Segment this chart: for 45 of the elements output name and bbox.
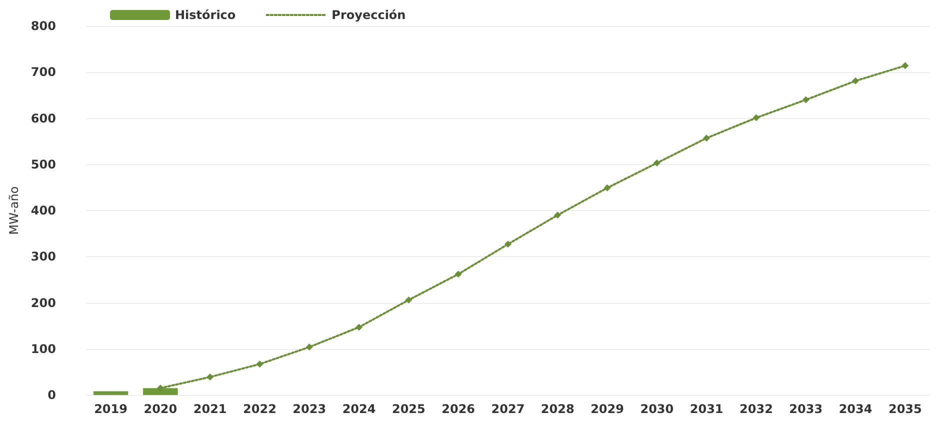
x-tick-label: 2035 (888, 402, 922, 416)
y-tick-label: 100 (30, 342, 56, 356)
point (703, 134, 710, 142)
x-tick-label: 2025 (392, 402, 426, 416)
point (405, 296, 412, 304)
y-tick-label: 700 (30, 65, 56, 80)
legend-label: Histórico (175, 8, 236, 22)
point (902, 62, 909, 70)
x-tick-label: 2026 (442, 402, 476, 416)
y-tick-label: 300 (30, 250, 56, 264)
x-tick-label: 2021 (193, 402, 227, 416)
point (454, 270, 462, 278)
legend-label: Proyección (332, 8, 406, 22)
x-tick-label: 2019 (94, 402, 128, 416)
x-tick-label: 2028 (540, 402, 574, 416)
x-tick-label: 2023 (292, 402, 326, 416)
point (256, 360, 264, 368)
x-tick-label: 2032 (740, 402, 773, 416)
y-tick-label: 0 (48, 388, 56, 402)
y-tick-label: 500 (30, 157, 56, 172)
point (306, 344, 313, 351)
y-tick-label: 800 (30, 19, 56, 33)
x-tick-label: 2033 (789, 402, 823, 416)
x-tick-label: 2020 (144, 402, 178, 416)
point (653, 159, 660, 166)
x-tick-label: 2034 (838, 402, 872, 416)
point (604, 184, 611, 192)
y-axis-title: MW-año (7, 186, 21, 235)
point (504, 240, 512, 248)
y-tick-label: 600 (30, 111, 56, 126)
point (156, 384, 164, 392)
x-tick-label: 2030 (640, 402, 674, 416)
y-tick-label: 200 (30, 296, 56, 310)
y-tick-label: 400 (30, 204, 56, 218)
x-tick-label: 2031 (690, 402, 724, 416)
point (206, 374, 214, 381)
x-tick-label: 2027 (491, 402, 525, 416)
point (802, 96, 810, 104)
x-tick-label: 2024 (342, 402, 376, 416)
point (752, 114, 760, 122)
point (554, 212, 562, 219)
point (852, 77, 860, 84)
point (356, 324, 363, 331)
x-tick-label: 2022 (243, 402, 276, 416)
x-tick-label: 2029 (590, 402, 624, 416)
